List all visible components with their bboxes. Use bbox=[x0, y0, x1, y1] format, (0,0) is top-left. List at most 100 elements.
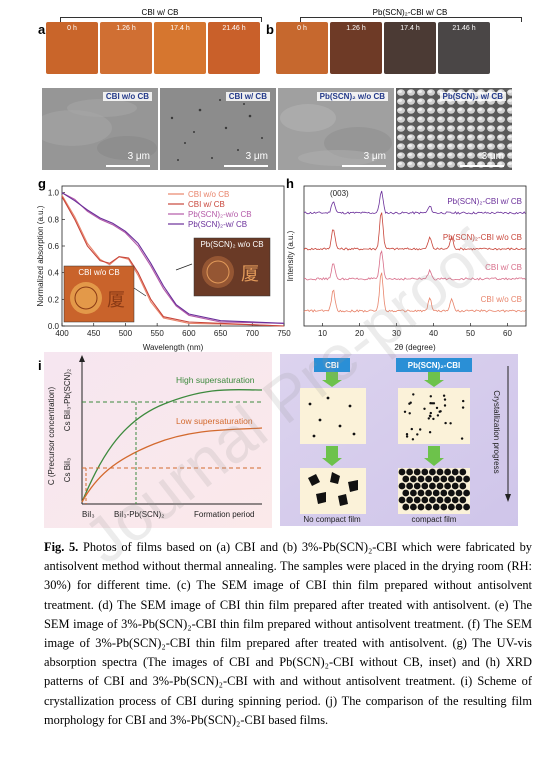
panel-a-bracket bbox=[60, 17, 262, 22]
photo-time-label: 0 h bbox=[297, 25, 307, 32]
pbscn-nucleus-dot bbox=[419, 428, 422, 431]
photo-time-label: 17.4 h bbox=[400, 25, 420, 32]
pbscn-compact-crystals bbox=[398, 468, 470, 511]
pbscn-solution-box bbox=[398, 388, 470, 444]
pbscn-grain bbox=[440, 475, 448, 483]
pbscn-grain bbox=[410, 475, 417, 483]
pbscn-nucleus-dot bbox=[432, 417, 435, 421]
pbscn-nucleus-dot bbox=[435, 406, 439, 410]
pbscn-grain bbox=[429, 496, 436, 504]
pbscn-nucleus-dot bbox=[427, 417, 430, 420]
pbscn-grain bbox=[459, 468, 467, 476]
pbscn-arrow-2 bbox=[424, 446, 444, 466]
panel-a-title: CBI w/ CB bbox=[141, 8, 179, 17]
pbscn-nucleus-dot bbox=[411, 438, 415, 441]
uvvis-xlabel: Wavelength (nm) bbox=[143, 343, 204, 352]
cbi-title-box bbox=[314, 358, 350, 372]
xrd-xlabel: 2θ (degree) bbox=[394, 343, 436, 352]
uvvis-xtick-label: 550 bbox=[150, 329, 164, 338]
pbscn-nucleus-dot bbox=[442, 394, 446, 397]
pbscn-nucleus-dot bbox=[410, 427, 413, 431]
sem-tag-c: CBI w/o CB bbox=[102, 92, 152, 101]
sem-tag-f: Pb(SCN)₂ w/ CB bbox=[439, 92, 506, 101]
xrd-series-label: CBI w/ CB bbox=[485, 263, 522, 272]
pbscn-grain bbox=[463, 475, 470, 483]
photo-time-label: 0 h bbox=[67, 25, 77, 32]
uvvis-legend-entry: CBI w/ CB bbox=[188, 200, 225, 209]
pbscn-title-box bbox=[396, 358, 472, 372]
xrd-xtick-label: 30 bbox=[392, 329, 401, 338]
pbscn-grain bbox=[432, 489, 440, 497]
pbscn-grain bbox=[440, 489, 448, 497]
uvvis-ytick-label: 0.8 bbox=[48, 215, 60, 224]
scale-bar-f bbox=[460, 165, 504, 167]
pbscn-grain bbox=[436, 482, 444, 490]
pbscn-grain bbox=[451, 468, 459, 476]
pbscn-grain bbox=[436, 496, 444, 504]
pbscn-nucleus-dot bbox=[449, 422, 452, 425]
pbscn-nucleus-dot bbox=[428, 431, 432, 434]
sem-texture-e bbox=[278, 88, 394, 170]
pbscn-grain bbox=[406, 482, 413, 490]
sem-scale-d: 3 μm bbox=[245, 151, 268, 162]
pbscn-grain bbox=[425, 503, 432, 511]
pbscn-nucleus-dot bbox=[405, 435, 409, 438]
pbscn-grain bbox=[455, 475, 463, 483]
uvvis-xtick-label: 400 bbox=[55, 329, 69, 338]
pbscn-grain bbox=[444, 482, 451, 490]
uvvis-series-line bbox=[61, 192, 285, 324]
cbi-film-photo: 17.4 h bbox=[154, 22, 206, 74]
pbscn-film-photo: 17.4 h bbox=[384, 22, 436, 74]
pbscn-result-label: compact film bbox=[412, 515, 457, 524]
panel-label-a: a bbox=[38, 22, 46, 37]
sem-scale-c: 3 μm bbox=[127, 151, 150, 162]
pbscn-grain bbox=[421, 468, 429, 476]
xrd-xtick-label: 10 bbox=[318, 329, 327, 338]
pbscn-grain bbox=[455, 489, 463, 497]
pbscn-nucleus-dot bbox=[408, 412, 411, 415]
xrd-series-label: Pb(SCN)₂-CBI w/o CB bbox=[443, 233, 522, 242]
pbscn-nucleus-dot bbox=[405, 433, 409, 436]
pbscn-grain bbox=[398, 496, 406, 504]
sem-scale-f: 3 μm bbox=[481, 151, 504, 162]
pbscn-grain bbox=[448, 489, 455, 497]
photo-time-label: 1.26 h bbox=[116, 25, 136, 32]
scale-bar-d bbox=[224, 165, 268, 167]
pbscn-grain bbox=[421, 482, 429, 490]
pbscn-nucleus-dot bbox=[460, 437, 464, 440]
panel-label-h: h bbox=[286, 176, 294, 191]
pbscn-nuclei bbox=[403, 393, 465, 441]
inset-pbscn-arrow bbox=[175, 263, 193, 271]
pbscn-nucleus-dot bbox=[409, 401, 412, 404]
pbscn-grain bbox=[398, 468, 406, 476]
xrd-series-label: Pb(SCN)₂-CBI w/ CB bbox=[447, 197, 522, 206]
scheme-i-ytick-top: Cs BiI₃-Pb(SCN)₂ bbox=[63, 369, 72, 431]
pbscn-grain bbox=[444, 468, 451, 476]
pbscn-title: Pb(SCN)₂-CBI bbox=[408, 361, 460, 370]
uvvis-chart: Normalized absorption (a.u.) Wavelength … bbox=[36, 185, 291, 352]
supersaturation-scheme: High supersaturation Low supersaturation… bbox=[44, 352, 272, 528]
scheme-i-ytick-bottom: Cs BiI₃ bbox=[63, 458, 72, 483]
uvvis-ytick-label: 0.6 bbox=[48, 242, 60, 251]
scheme-i-yarrow bbox=[79, 355, 85, 362]
uvvis-legend-entry: Pb(SCN)₂-w/ CB bbox=[188, 220, 247, 229]
inset-cbi-photo: 厦 CBI w/o CB bbox=[63, 265, 135, 323]
pbscn-nucleus-dot bbox=[412, 393, 415, 396]
xrd-xtick-label: 60 bbox=[503, 329, 512, 338]
panel-label-b: b bbox=[266, 22, 274, 37]
sem-image-c: CBI w/o CB 3 μm bbox=[42, 88, 158, 170]
pbscn-grain bbox=[432, 503, 440, 511]
sem-texture-f bbox=[396, 88, 512, 170]
panel-label-g: g bbox=[38, 176, 46, 191]
pbscn-nucleus-dot bbox=[443, 398, 447, 401]
sem-texture-c bbox=[42, 88, 158, 170]
pbscn-grain bbox=[425, 475, 432, 483]
pbscn-grain bbox=[406, 468, 413, 476]
pbscn-arrow-1 bbox=[424, 372, 444, 387]
pbscn-nucleus-dot bbox=[462, 399, 465, 403]
low-supersat-label: Low supersaturation bbox=[176, 416, 253, 426]
uvvis-xtick-label: 750 bbox=[277, 329, 291, 338]
pbscn-grain bbox=[459, 482, 467, 490]
pbscn-grain bbox=[402, 475, 410, 483]
uvvis-legend-entry: Pb(SCN)₂-w/o CB bbox=[188, 210, 252, 219]
